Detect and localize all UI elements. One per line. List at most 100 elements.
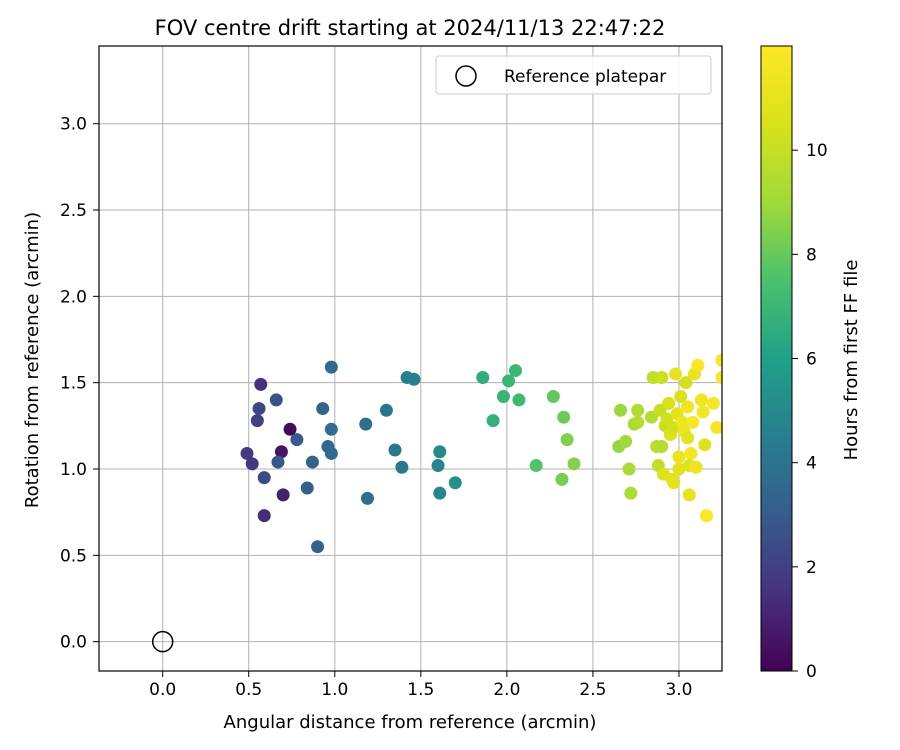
data-point <box>508 364 522 378</box>
data-point <box>682 488 696 502</box>
reference-point <box>151 630 174 653</box>
data-point <box>681 400 695 414</box>
data-point <box>407 372 421 386</box>
y-tick-label: 0.0 <box>60 633 87 653</box>
data-point <box>631 415 645 429</box>
data-point <box>496 389 510 403</box>
data-point <box>674 389 688 403</box>
y-axis-ticks: 0.0 0.5 1.0 1.5 2.0 2.5 3.0 <box>60 115 99 653</box>
data-point <box>567 457 581 471</box>
data-point <box>698 438 712 452</box>
data-point <box>560 433 574 447</box>
data-point <box>486 414 500 428</box>
data-point <box>245 457 259 471</box>
data-point <box>619 434 633 448</box>
colorbar-gradient <box>760 45 793 672</box>
data-point <box>257 509 271 523</box>
data-point <box>250 414 264 428</box>
data-point <box>546 389 560 403</box>
x-axis-label: Angular distance from reference (arcmin) <box>224 712 597 733</box>
data-point <box>257 471 271 485</box>
data-point <box>283 422 297 436</box>
y-tick-label: 1.5 <box>60 374 87 394</box>
data-point <box>271 455 285 469</box>
grid-lines <box>99 46 722 671</box>
data-point <box>276 488 290 502</box>
x-tick-label: 1.5 <box>407 680 434 700</box>
data-point <box>324 422 338 436</box>
data-point <box>395 460 409 474</box>
data-point <box>684 446 698 460</box>
x-axis-ticks: 0.0 0.5 1.0 1.5 2.0 2.5 3.0 <box>149 671 692 700</box>
data-point <box>689 460 703 474</box>
data-point <box>694 393 708 407</box>
plot-frame <box>98 45 723 672</box>
data-point <box>672 450 686 464</box>
data-point <box>662 396 676 410</box>
legend-box <box>435 55 712 95</box>
data-point <box>622 462 636 476</box>
data-point <box>324 360 338 374</box>
data-point <box>433 445 447 459</box>
data-point <box>672 462 686 476</box>
legend-reference-marker <box>455 65 477 87</box>
data-point <box>305 455 319 469</box>
data-point <box>655 370 669 384</box>
data-point <box>655 440 669 454</box>
data-point <box>696 405 710 419</box>
data-point <box>679 376 693 390</box>
data-point <box>557 410 571 424</box>
chart-title: FOV centre drift starting at 2024/11/13 … <box>155 16 666 40</box>
data-point <box>240 446 254 460</box>
data-point <box>502 374 516 388</box>
data-point <box>706 396 720 410</box>
reference-platepar-marker <box>151 630 174 653</box>
x-tick-label: 0.0 <box>149 680 176 700</box>
data-point <box>254 377 268 391</box>
legend-label: Reference platepar <box>504 67 666 87</box>
data-point <box>269 393 283 407</box>
data-point <box>379 403 393 417</box>
data-point <box>631 403 645 417</box>
data-point <box>613 403 627 417</box>
data-point <box>669 367 683 381</box>
data-point <box>431 459 445 473</box>
x-tick-label: 2.5 <box>579 680 606 700</box>
colorbar-tick-label: 2 <box>806 558 817 578</box>
data-point <box>388 443 402 457</box>
x-tick-label: 1.0 <box>321 680 348 700</box>
data-point <box>681 431 695 445</box>
colorbar-tick-label: 6 <box>806 350 817 370</box>
data-point <box>433 486 447 500</box>
data-point <box>360 491 374 505</box>
colorbar: 0 2 4 6 8 10 Hours from first FF file <box>760 45 862 682</box>
x-tick-label: 2.0 <box>493 680 520 700</box>
data-point <box>316 402 330 416</box>
y-tick-label: 2.0 <box>60 287 87 307</box>
data-point <box>710 421 722 435</box>
colorbar-ticks: 0 2 4 6 8 10 <box>792 141 828 682</box>
data-point <box>476 370 490 384</box>
data-point <box>448 476 462 490</box>
plot-area: 0.0 0.5 1.0 1.5 2.0 2.5 3.0 0.0 0.5 1.0 1.5 2.0 2.5… <box>60 45 723 700</box>
y-axis-label: Rotation from reference (arcmin) <box>22 212 43 508</box>
data-point <box>700 509 714 523</box>
data-point <box>667 476 681 490</box>
y-tick-label: 2.5 <box>60 201 87 221</box>
colorbar-tick-label: 0 <box>806 662 817 682</box>
data-point <box>691 358 705 372</box>
data-point <box>311 540 325 554</box>
colorbar-tick-label: 10 <box>806 141 828 161</box>
data-point <box>624 486 638 500</box>
data-point <box>686 415 700 429</box>
data-point <box>252 402 266 416</box>
colorbar-tick-label: 8 <box>806 245 817 265</box>
data-point <box>555 472 569 486</box>
data-point <box>290 433 304 447</box>
x-tick-label: 0.5 <box>235 680 262 700</box>
y-tick-label: 3.0 <box>60 115 87 135</box>
data-point <box>359 417 373 431</box>
y-tick-label: 1.0 <box>60 460 87 480</box>
data-point <box>512 393 526 407</box>
